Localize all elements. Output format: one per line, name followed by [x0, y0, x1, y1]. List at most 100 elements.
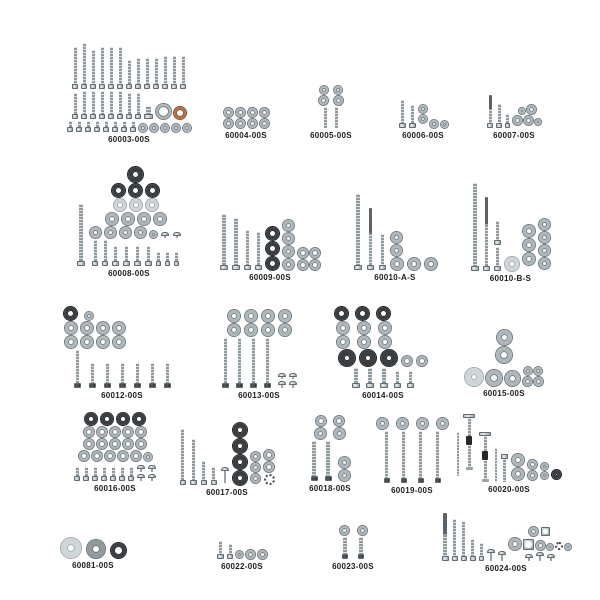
washer [139, 124, 147, 132]
bolt-head [174, 261, 179, 266]
washer [250, 463, 260, 472]
bolt-head [221, 383, 229, 388]
item-row [223, 108, 269, 117]
spacer [323, 319, 327, 320]
bolt-shaft [75, 467, 79, 476]
dark-washer [232, 439, 247, 453]
bolt-shaft [150, 363, 154, 383]
washer [259, 119, 269, 128]
item-row [316, 416, 344, 426]
washer [258, 550, 267, 559]
washer [334, 96, 343, 105]
washer [358, 336, 370, 348]
bolt-shaft [127, 93, 131, 114]
copper-gasket [174, 107, 186, 119]
washer [334, 416, 344, 426]
washer [235, 108, 245, 117]
bolt-head [249, 383, 257, 388]
item-row [512, 454, 524, 466]
hex-bolt [235, 338, 243, 388]
part-number-label: 60016-00S [94, 484, 136, 493]
part-number-label: 60010-B-S [489, 274, 532, 283]
part-number-label: 60007-00S [493, 131, 535, 140]
bolt-head [227, 554, 233, 559]
dark-washer [381, 350, 397, 366]
screw-head [148, 474, 156, 478]
hardware-kit: 60012-00S [55, 300, 189, 400]
item-row [471, 183, 550, 271]
item-row [92, 240, 179, 266]
bolt-shaft [237, 338, 241, 383]
spacer-block [482, 451, 488, 460]
hex-bolt [174, 252, 179, 266]
bolt-shaft [324, 107, 327, 128]
washer [391, 245, 402, 256]
bolt-head [148, 383, 156, 388]
bolt-shaft [86, 121, 90, 127]
washer [283, 246, 294, 257]
washer [78, 451, 89, 461]
bolt-shaft [485, 197, 488, 266]
item-row [72, 91, 186, 119]
dark-washer [110, 543, 126, 558]
hex-bolt [133, 363, 141, 388]
washer [85, 312, 93, 320]
item-row [105, 213, 166, 225]
hardware-kit: 60013-00S [203, 300, 315, 400]
bolt-shaft [462, 521, 465, 556]
washer [135, 227, 146, 238]
hex-bolt [121, 121, 127, 132]
item-group [250, 450, 260, 483]
hardware-kit: 60007-00S [476, 93, 552, 140]
bolt-shaft [368, 208, 372, 265]
kit-items [476, 93, 552, 128]
item-row [319, 96, 343, 105]
bolt-head [165, 261, 170, 266]
bolt-shaft [109, 91, 113, 114]
screw-head [220, 467, 229, 471]
item-row [283, 233, 294, 244]
item-row [283, 259, 294, 270]
bolt-head [200, 480, 207, 485]
washer [541, 472, 548, 479]
dark-washer [266, 227, 279, 240]
washer [508, 538, 521, 550]
washer [244, 310, 257, 322]
bolt-shaft [73, 47, 77, 84]
bolt-shaft [172, 56, 176, 84]
hardware-kit: 60015-00S [453, 315, 555, 398]
hardware-kit: 60010-A-S [336, 176, 454, 282]
bolt-shaft [228, 544, 232, 554]
part-number-label: 60014-00S [362, 391, 404, 400]
dark-washer [339, 350, 355, 366]
hex-bolt [103, 121, 109, 132]
washer [246, 550, 255, 559]
item-row [266, 242, 279, 255]
kit-items [298, 414, 362, 481]
bolt-head [123, 261, 130, 266]
hex-bolt [460, 521, 467, 561]
screw-stem [291, 385, 294, 388]
cap-screw [161, 232, 169, 238]
item-row [227, 324, 291, 336]
item-group [418, 103, 427, 123]
bolt-head [501, 454, 508, 459]
item-row [78, 451, 152, 461]
washer [505, 257, 519, 271]
dark-washer [232, 455, 247, 469]
bolt-shaft [131, 121, 135, 127]
hex-bolt [220, 214, 228, 270]
item-row [72, 43, 186, 89]
item-row [508, 538, 571, 550]
washer [113, 336, 125, 348]
screw-head [546, 554, 555, 558]
washer [84, 439, 94, 449]
bolt-head [352, 383, 360, 388]
square-nut [522, 539, 534, 550]
dark-washer [146, 184, 159, 197]
bolt-shaft [145, 58, 149, 84]
washer [97, 336, 109, 348]
bolt-shaft [105, 363, 109, 383]
item-row [298, 248, 320, 258]
hex-bolt [99, 91, 105, 119]
